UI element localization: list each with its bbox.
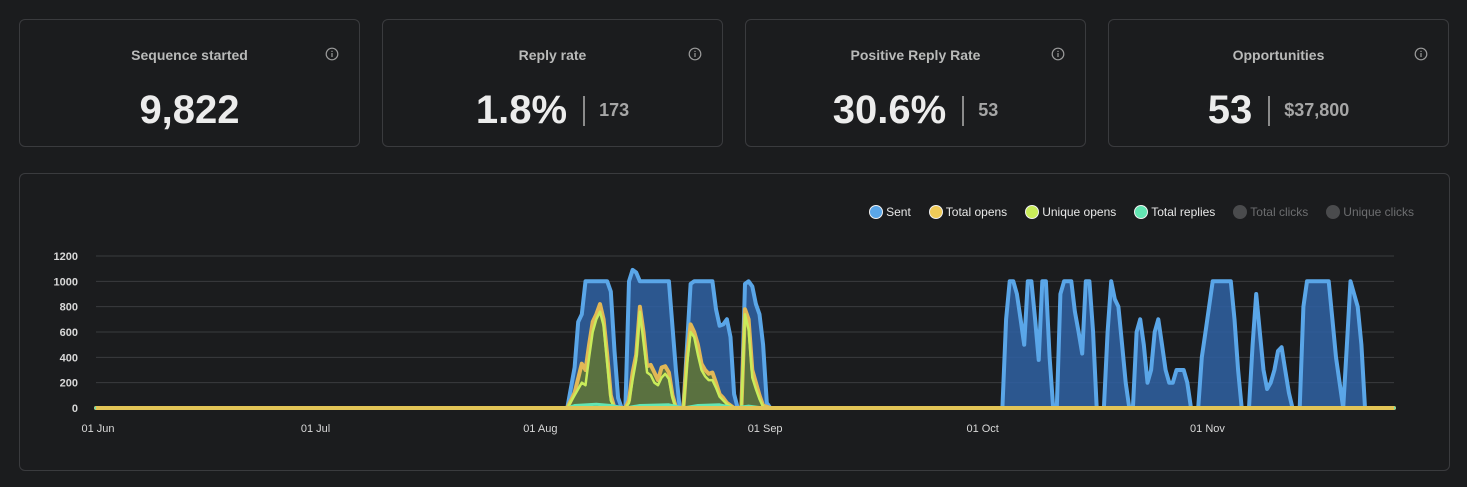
y-tick-label: 1000 [54, 276, 78, 288]
legend-label: Total clicks [1250, 205, 1309, 219]
y-tick-label: 400 [60, 352, 78, 364]
chart-legend: Sent Total opens Unique opens Total repl… [851, 205, 1414, 219]
legend-label: Unique opens [1042, 205, 1117, 219]
card-value: 9,822 [20, 88, 359, 133]
legend-dot-icon [869, 205, 884, 219]
kpi-card-sequence-started: Sequence started 9,822 [19, 19, 360, 147]
x-tick-label: 01 Oct [966, 423, 998, 435]
kpi-card-opportunities: Opportunities 53 $37,800 [1108, 19, 1449, 147]
card-primary-value: 30.6% [832, 88, 947, 132]
card-title: Opportunities [1232, 47, 1325, 63]
legend-dot-icon [1134, 205, 1149, 219]
activity-chart-panel: Sent Total opens Unique opens Total repl… [19, 173, 1450, 471]
x-tick-label: 01 Aug [523, 423, 557, 435]
legend-item-total-clicks[interactable]: Total clicks [1233, 205, 1308, 219]
legend-label: Sent [886, 205, 911, 219]
series-line-sent [94, 267, 1396, 410]
legend-label: Total opens [945, 205, 1008, 219]
legend-item-total-replies[interactable]: Total replies [1134, 205, 1215, 219]
activity-area-chart[interactable]: 0 200 400 600 800 1000 1200 01 Jun 01 Jul 01 Aug 0… [20, 174, 1449, 470]
card-secondary-value: 173 [599, 100, 630, 120]
y-tick-label: 200 [60, 378, 78, 390]
x-tick-label: 01 Sep [748, 423, 783, 435]
legend-label: Total replies [1151, 205, 1216, 219]
card-value: 53 $37,800 [1109, 88, 1448, 133]
value-separator [583, 95, 586, 126]
y-tick-label: 800 [60, 302, 78, 314]
info-icon[interactable] [688, 47, 702, 61]
legend-item-total-opens[interactable]: Total opens [928, 205, 1008, 219]
legend-dot-icon [928, 205, 943, 219]
y-tick-label: 0 [72, 403, 78, 415]
card-secondary-value: $37,800 [1284, 100, 1350, 120]
card-primary-value: 1.8% [475, 88, 568, 132]
x-tick-label: 01 Nov [1190, 423, 1225, 435]
value-separator [962, 95, 965, 126]
kpi-card-positive-reply-rate: Positive Reply Rate 30.6% 53 [745, 19, 1086, 147]
card-title: Sequence started [131, 47, 248, 63]
x-tick-label: 01 Jul [301, 423, 330, 435]
card-secondary-value: 53 [978, 100, 999, 120]
x-tick-label: 01 Jun [81, 423, 114, 435]
value-separator [1268, 95, 1271, 126]
legend-dot-icon [1233, 205, 1248, 219]
card-title: Positive Reply Rate [850, 47, 981, 63]
legend-item-unique-opens[interactable]: Unique opens [1025, 205, 1116, 219]
legend-label: Unique clicks [1343, 205, 1414, 219]
card-primary-value: 53 [1207, 88, 1253, 132]
y-tick-label: 1200 [54, 251, 78, 263]
legend-dot-icon [1025, 205, 1040, 219]
y-tick-label: 600 [60, 327, 78, 339]
legend-item-unique-clicks[interactable]: Unique clicks [1326, 205, 1414, 219]
info-icon[interactable] [1051, 47, 1065, 61]
info-icon[interactable] [325, 47, 339, 61]
card-primary-value: 9,822 [139, 88, 240, 132]
info-icon[interactable] [1414, 47, 1428, 61]
legend-item-sent[interactable]: Sent [869, 205, 911, 219]
card-value: 30.6% 53 [746, 88, 1085, 133]
card-value: 1.8% 173 [383, 88, 722, 133]
legend-dot-icon [1326, 205, 1341, 219]
card-title: Reply rate [518, 47, 587, 63]
kpi-card-reply-rate: Reply rate 1.8% 173 [382, 19, 723, 147]
